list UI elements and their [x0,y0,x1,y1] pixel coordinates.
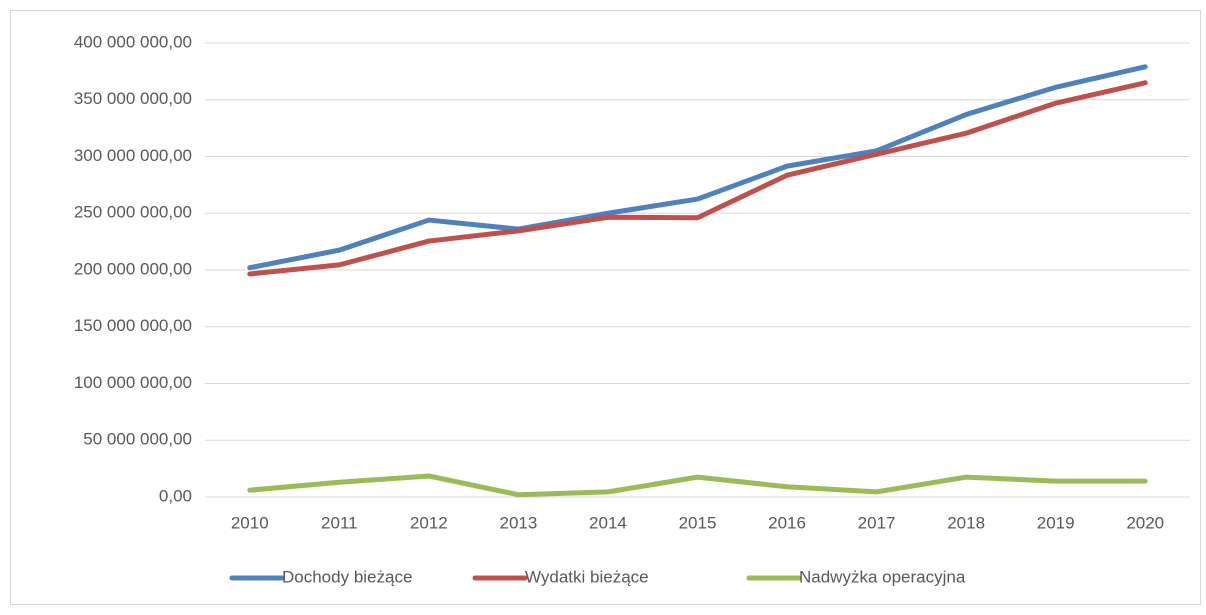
legend-label: Nadwyżka operacyjna [799,567,966,586]
x-tick-label: 2018 [947,513,985,532]
x-tick-label: 2020 [1126,513,1164,532]
y-tick-label: 150 000 000,00 [74,316,192,335]
x-tick-label: 2017 [858,513,896,532]
y-tick-label: 50 000 000,00 [83,430,192,449]
y-tick-label: 0,00 [159,486,192,505]
x-tick-label: 2016 [768,513,806,532]
y-tick-label: 350 000 000,00 [74,89,192,108]
x-tick-label: 2010 [231,513,269,532]
line-series [247,64,1148,271]
chart-border [10,10,1201,605]
x-tick-label: 2012 [410,513,448,532]
x-tick-label: 2014 [589,513,627,532]
x-tick-label: 2019 [1037,513,1075,532]
legend-label: Wydatki bieżące [525,567,649,586]
y-tick-label: 400 000 000,00 [74,32,192,51]
y-tick-label: 200 000 000,00 [74,259,192,278]
y-tick-label: 100 000 000,00 [74,373,192,392]
y-tick-label: 250 000 000,00 [74,203,192,222]
x-tick-label: 2011 [321,513,358,532]
line-series [247,473,1148,498]
y-tick-label: 300 000 000,00 [74,146,192,165]
x-tick-label: 2013 [499,513,537,532]
legend-label: Dochody bieżące [282,567,412,586]
line-series [247,80,1148,277]
x-tick-label: 2015 [679,513,717,532]
